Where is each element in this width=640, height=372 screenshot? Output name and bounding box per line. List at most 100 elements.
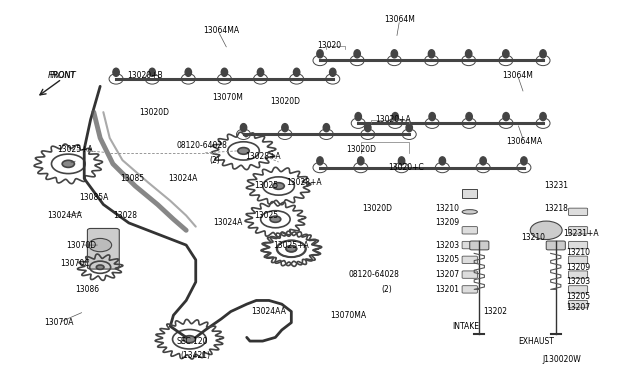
Circle shape [238, 148, 249, 154]
Text: 13020D: 13020D [270, 97, 300, 106]
Text: 13064MA: 13064MA [506, 137, 542, 146]
Text: FRONT: FRONT [49, 71, 75, 80]
Text: 13020+B: 13020+B [127, 71, 163, 80]
Text: SEC.120: SEC.120 [177, 337, 208, 346]
Text: 13020D: 13020D [346, 145, 376, 154]
Text: 13020: 13020 [317, 41, 342, 50]
Text: 13207: 13207 [566, 303, 590, 312]
Ellipse shape [439, 157, 445, 165]
Ellipse shape [185, 68, 191, 76]
Ellipse shape [149, 68, 156, 76]
Ellipse shape [502, 50, 509, 58]
Ellipse shape [221, 68, 228, 76]
Circle shape [286, 246, 297, 252]
Text: 13020D: 13020D [362, 203, 392, 213]
FancyBboxPatch shape [462, 256, 477, 263]
Circle shape [531, 221, 562, 240]
Text: 08120-64028: 08120-64028 [177, 141, 228, 150]
Text: 13024AA: 13024AA [47, 211, 83, 220]
FancyBboxPatch shape [462, 241, 477, 249]
Text: 13025+A: 13025+A [57, 145, 93, 154]
Circle shape [89, 238, 111, 252]
Text: 13024A: 13024A [168, 174, 198, 183]
Text: 13020+C: 13020+C [388, 163, 424, 172]
Ellipse shape [540, 50, 546, 58]
Ellipse shape [406, 124, 412, 132]
Ellipse shape [282, 124, 288, 132]
Ellipse shape [294, 68, 300, 76]
Text: 13025+A: 13025+A [273, 241, 309, 250]
Ellipse shape [241, 124, 246, 132]
Text: 13028+A: 13028+A [286, 178, 322, 187]
Text: (13421): (13421) [180, 351, 211, 360]
Text: 13085: 13085 [120, 174, 144, 183]
Ellipse shape [429, 112, 435, 121]
Text: 13024AA: 13024AA [252, 307, 287, 316]
Text: 13205: 13205 [435, 255, 460, 264]
Bar [462, 189, 477, 198]
Text: 13231+A: 13231+A [563, 230, 599, 238]
FancyBboxPatch shape [546, 241, 565, 250]
Circle shape [273, 183, 284, 189]
Ellipse shape [465, 50, 472, 58]
Ellipse shape [317, 157, 323, 165]
FancyBboxPatch shape [470, 241, 489, 250]
Text: 13203: 13203 [435, 241, 460, 250]
Ellipse shape [113, 68, 119, 76]
FancyBboxPatch shape [568, 241, 588, 249]
Text: 13209: 13209 [566, 263, 590, 272]
Ellipse shape [466, 112, 472, 121]
Ellipse shape [330, 68, 336, 76]
Text: 13025: 13025 [254, 211, 278, 220]
Text: 13086: 13086 [76, 285, 99, 294]
Ellipse shape [392, 112, 398, 121]
FancyBboxPatch shape [568, 256, 588, 263]
Text: 13210: 13210 [522, 233, 545, 242]
Text: 13218: 13218 [544, 203, 568, 213]
Text: J130020W: J130020W [543, 355, 582, 364]
Ellipse shape [391, 50, 397, 58]
Text: 13210: 13210 [435, 203, 460, 213]
FancyBboxPatch shape [568, 271, 588, 278]
Ellipse shape [503, 112, 509, 121]
FancyBboxPatch shape [88, 228, 119, 269]
Text: 13064M: 13064M [502, 71, 533, 80]
Text: 13203: 13203 [566, 278, 590, 286]
Text: 13070A: 13070A [44, 318, 74, 327]
Text: 13070D: 13070D [66, 241, 96, 250]
Ellipse shape [398, 157, 404, 165]
FancyBboxPatch shape [462, 227, 477, 234]
Text: (2): (2) [209, 155, 220, 165]
Ellipse shape [540, 112, 546, 121]
Circle shape [62, 160, 74, 167]
Ellipse shape [480, 157, 486, 165]
Text: 13024A: 13024A [213, 218, 243, 227]
Circle shape [97, 265, 104, 269]
Text: 13028+A: 13028+A [245, 152, 280, 161]
FancyBboxPatch shape [568, 208, 588, 215]
FancyBboxPatch shape [462, 286, 477, 293]
Text: 13070M: 13070M [212, 93, 243, 102]
Text: 13201: 13201 [435, 285, 460, 294]
Text: 13070MA: 13070MA [331, 311, 367, 320]
Ellipse shape [354, 50, 360, 58]
Ellipse shape [521, 157, 527, 165]
Circle shape [270, 216, 281, 222]
Text: 13025: 13025 [254, 182, 278, 190]
Text: 13205: 13205 [566, 292, 590, 301]
FancyBboxPatch shape [568, 301, 588, 308]
Text: 13064M: 13064M [384, 15, 415, 24]
Ellipse shape [317, 50, 323, 58]
Text: EXHAUST: EXHAUST [518, 337, 555, 346]
Text: 13070C: 13070C [60, 259, 90, 268]
Text: FRONT: FRONT [47, 71, 76, 80]
Text: 13209: 13209 [435, 218, 460, 227]
Text: 13020D: 13020D [140, 108, 170, 117]
Ellipse shape [257, 68, 264, 76]
Text: 13028: 13028 [114, 211, 138, 220]
Ellipse shape [428, 50, 435, 58]
Text: 13231: 13231 [544, 182, 568, 190]
Text: 13210: 13210 [566, 248, 590, 257]
Text: 13202: 13202 [483, 307, 508, 316]
Ellipse shape [462, 210, 477, 214]
